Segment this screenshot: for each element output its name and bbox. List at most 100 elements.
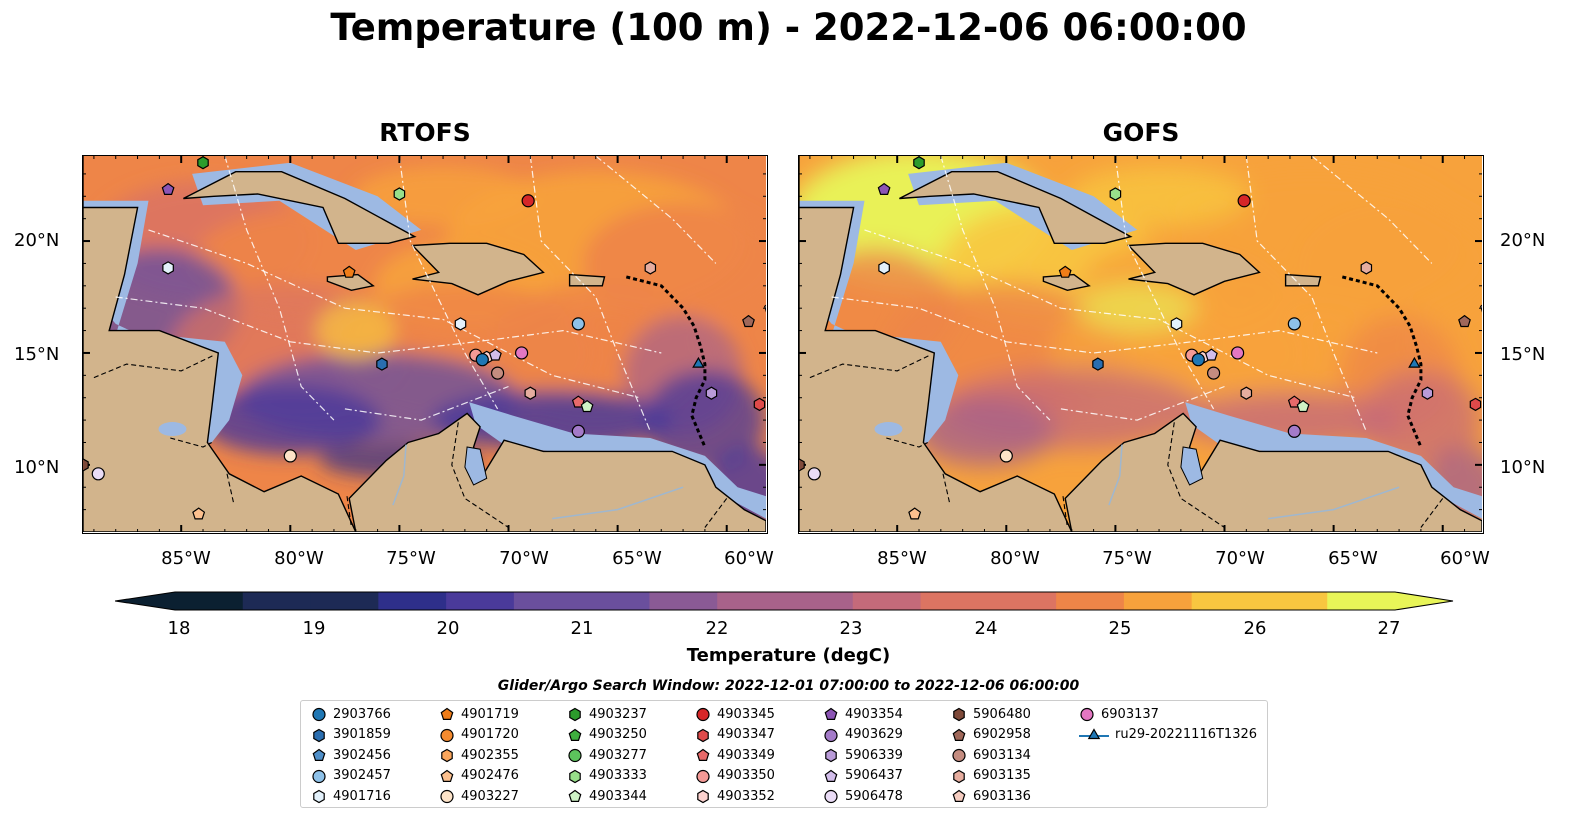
rtofs-lesser-antilles <box>625 275 707 448</box>
legend-marker-icon <box>953 769 965 783</box>
legend-marker-shape <box>440 769 454 782</box>
legend-item: 4903629 <box>823 725 903 745</box>
cbar-tick-24: 24 <box>974 618 998 639</box>
legend-marker-icon <box>313 728 325 742</box>
cbar-tick-20: 20 <box>436 618 460 639</box>
gofs-float-marker <box>1240 386 1253 400</box>
legend-label: 4902476 <box>461 768 519 783</box>
legend-label: 4901719 <box>461 706 519 722</box>
gofs-land-border <box>809 354 931 379</box>
rtofs-float-marker <box>571 317 585 331</box>
legend-marker-shape <box>952 728 966 741</box>
lon-tick-80w-right: 80°W <box>990 548 1040 569</box>
legend-item: 4903350 <box>695 766 775 786</box>
rtofs-temp-region <box>315 300 396 361</box>
legend-marker-icon <box>569 707 581 722</box>
rtofs-float-marker <box>753 397 766 412</box>
legend-marker-icon <box>312 748 326 761</box>
legend-marker-shape <box>569 769 581 783</box>
legend-item: ru29-20221116T1326 <box>1079 725 1257 745</box>
legend-label: 4903350 <box>717 768 775 783</box>
legend-label: 4903349 <box>717 747 775 763</box>
rtofs-float-marker <box>488 348 502 361</box>
legend-label: 3901859 <box>333 727 391 742</box>
panel-title-gofs: GOFS <box>1102 118 1180 147</box>
legend-label: 2903766 <box>333 706 391 722</box>
gofs-float-marker <box>1296 399 1310 413</box>
gofs-lesser-antilles <box>1341 275 1423 448</box>
lon-tick-70w-right: 70°W <box>1215 548 1265 569</box>
rtofs-float-marker <box>705 386 718 400</box>
legend-marker-icon <box>440 728 454 742</box>
gofs-eez-boundary <box>1311 156 1433 264</box>
rtofs-land-border <box>226 473 235 504</box>
rtofs-float-marker <box>742 314 755 328</box>
legend-marker-shape <box>568 728 582 741</box>
legend-marker-shape <box>952 789 966 802</box>
legend-marker-shape <box>313 789 325 804</box>
gofs-temp-region <box>1077 283 1198 334</box>
gofs-land-border <box>942 473 951 504</box>
legend-item: 4903354 <box>823 704 903 724</box>
legend-marker-shape <box>312 769 326 783</box>
gofs-float-marker <box>999 449 1013 463</box>
rtofs-land-border <box>170 437 212 448</box>
legend-item: 4903227 <box>439 786 519 806</box>
legend-marker-icon <box>569 769 581 783</box>
legend-label: 4902355 <box>461 747 519 763</box>
cbar-tick-19: 19 <box>302 618 326 639</box>
rtofs-map <box>82 155 768 534</box>
rtofs-float-marker <box>161 182 175 196</box>
legend-marker-icon <box>696 707 710 722</box>
gofs-temperature-field <box>799 156 1482 528</box>
colorbar <box>115 591 1454 611</box>
legend-item: 4903352 <box>695 786 775 806</box>
colorbar-segment <box>175 592 244 610</box>
lat-tick-15n-left: 15°N <box>14 344 60 365</box>
lon-tick-75w-right: 75°W <box>1102 548 1152 569</box>
panel-title-rtofs: RTOFS <box>379 118 471 147</box>
legend-label: 4903333 <box>589 768 647 783</box>
rtofs-float-marker <box>283 449 297 463</box>
gofs-float-marker <box>908 507 922 520</box>
legend-marker-shape <box>312 748 326 761</box>
gofs-land-border <box>1167 422 1225 528</box>
legend-marker-icon <box>953 707 965 722</box>
legend-marker-icon <box>313 789 325 804</box>
gofs-lake-nicaragua <box>874 422 903 437</box>
lon-tick-65w-right: 65°W <box>1328 548 1378 569</box>
gofs-float-marker <box>807 467 821 481</box>
gofs-land-puertorico <box>1284 273 1322 287</box>
legend-label: 4903354 <box>845 706 903 722</box>
colorbar-segment <box>378 592 447 610</box>
legend-item: 4903349 <box>695 745 775 765</box>
legend-marker-icon <box>697 789 709 804</box>
legend-marker-shape <box>696 707 710 722</box>
legend-marker-icon <box>696 769 710 783</box>
gofs-float-marker <box>1237 194 1251 208</box>
legend-item: 4903345 <box>695 704 775 724</box>
colorbar-label: Temperature (degC) <box>686 645 891 666</box>
colorbar-segment <box>581 592 650 610</box>
gofs-eez-boundary <box>831 296 1378 354</box>
legend-item: 4903277 <box>567 745 647 765</box>
legend-label: 6903136 <box>973 788 1031 804</box>
cbar-tick-25: 25 <box>1108 618 1132 639</box>
legend-marker-icon <box>952 789 966 802</box>
gofs-land-border <box>1420 498 1444 528</box>
rtofs-temp-region <box>353 166 534 227</box>
gofs-land-central <box>799 156 1073 532</box>
gofs-float-marker <box>1170 317 1183 331</box>
gofs-eez-boundary <box>940 156 1051 421</box>
legend-marker-shape <box>440 789 454 804</box>
gofs-float-marker <box>1421 386 1434 400</box>
legend-label: 5906339 <box>845 747 903 763</box>
legend-marker-shape <box>1080 707 1094 722</box>
gofs-river <box>1108 444 1123 506</box>
legend-marker-icon <box>568 748 582 763</box>
legend-marker-shape <box>697 789 709 804</box>
legend-item: 4903237 <box>567 704 647 724</box>
legend-item: 4901716 <box>311 786 391 806</box>
rtofs-float-marker <box>521 194 535 208</box>
gofs-land-southam <box>1064 412 1482 532</box>
